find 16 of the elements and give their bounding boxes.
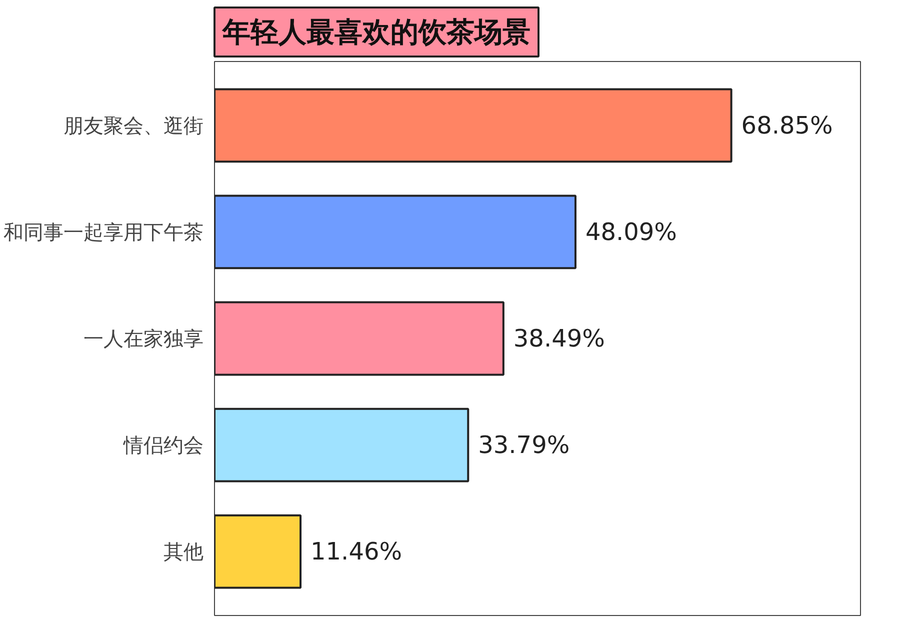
- data-label: 68.85%: [741, 111, 833, 140]
- data-label: 48.09%: [585, 218, 677, 246]
- bar: [214, 301, 504, 376]
- chart-title: 年轻人最喜欢的饮茶场景: [222, 16, 530, 48]
- bar: [214, 408, 470, 482]
- bar: [214, 514, 302, 589]
- data-label: 38.49%: [513, 324, 605, 352]
- y-tick-label: 和同事一起享用下午茶: [4, 220, 204, 244]
- bar: [214, 88, 732, 163]
- y-tick-label: 朋友聚会、逛街: [64, 113, 204, 138]
- y-tick-label: 其他: [164, 540, 204, 564]
- y-tick-label: 情侣约会: [122, 433, 204, 458]
- bar: [214, 194, 576, 270]
- data-label: 11.46%: [310, 538, 402, 566]
- data-label: 33.79%: [478, 431, 570, 460]
- y-tick-label: 一人在家独享: [84, 326, 204, 350]
